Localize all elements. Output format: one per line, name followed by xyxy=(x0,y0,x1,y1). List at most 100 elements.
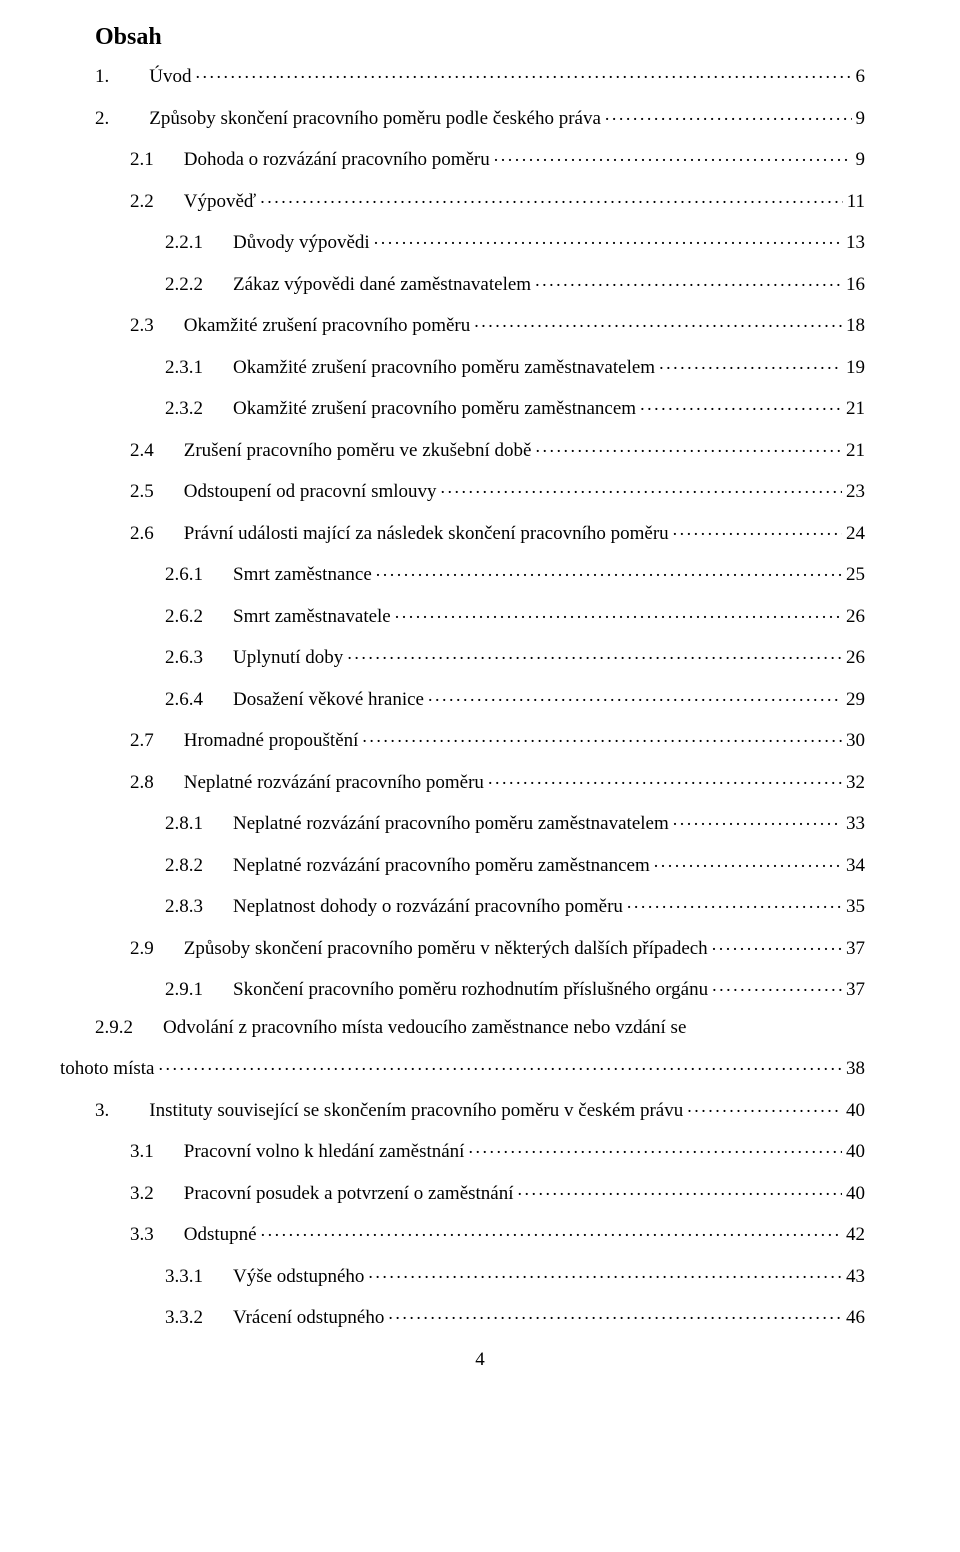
toc-entry: 2.9.1Skončení pracovního poměru rozhodnu… xyxy=(95,976,865,999)
table-of-contents: 1. Úvod 6 2. Způsoby skončení pracovního pom… xyxy=(95,63,865,1327)
toc-entry-page: 26 xyxy=(846,607,865,626)
toc-entry: 2.8.2 Neplatné rozvázání pracovního poměr… xyxy=(95,852,865,875)
toc-entry: 2.2.1Důvody výpovědi13 xyxy=(95,229,865,252)
toc-entry: 2.8Neplatné rozvázání pracovního poměru3… xyxy=(95,769,865,792)
toc-entry-page: 16 xyxy=(846,275,865,294)
toc-entry-number: 2.3 xyxy=(130,316,154,335)
toc-entry: 2.2Výpověď11 xyxy=(95,188,865,211)
toc-leader xyxy=(441,478,842,497)
toc-entry-number: 2.6.1 xyxy=(165,565,203,584)
toc-entry-title: Zrušení pracovního poměru ve zkušební do… xyxy=(184,441,532,460)
toc-entry-number: 2.3.1 xyxy=(165,358,203,377)
toc-entry: 2.6.3Uplynutí doby26 xyxy=(95,644,865,667)
toc-leader xyxy=(712,935,842,954)
toc-entry-page: 24 xyxy=(846,524,865,543)
toc-entry: 3.2 Pracovní posudek a potvrzení o zaměst… xyxy=(95,1180,865,1203)
toc-entry-number: 2.5 xyxy=(130,482,154,501)
toc-entry-page: 21 xyxy=(846,399,865,418)
toc-entry-page: 26 xyxy=(846,648,865,667)
toc-entry-title: Neplatné rozvázání pracovního poměru xyxy=(184,773,484,792)
toc-leader xyxy=(374,229,842,248)
toc-entry: 2.6 Právní události mající za následek sk… xyxy=(95,520,865,543)
toc-entry: 3.1Pracovní volno k hledání zaměstnání40 xyxy=(95,1138,865,1161)
toc-entry: 2.3.2 Okamžité zrušení pracovního poměru … xyxy=(95,395,865,418)
toc-entry-number: 1. xyxy=(95,67,109,86)
toc-entry-title: Způsoby skončení pracovního poměru podle… xyxy=(149,109,601,128)
toc-entry-number: 2.6 xyxy=(130,524,154,543)
toc-entry-number: 2.8.3 xyxy=(165,897,203,916)
toc-entry-page: 33 xyxy=(846,814,865,833)
toc-leader xyxy=(468,1138,842,1157)
toc-entry: 2.9Způsoby skončení pracovního poměru v … xyxy=(95,935,865,958)
toc-leader xyxy=(687,1097,842,1116)
toc-entry-number: 2.8.2 xyxy=(165,856,203,875)
toc-entry-number: 3.3 xyxy=(130,1225,154,1244)
toc-entry-number: 2.1 xyxy=(130,150,154,169)
toc-entry: 1. Úvod 6 xyxy=(95,63,865,86)
toc-entry-number: 2.2.1 xyxy=(165,233,203,252)
toc-entry-page: 18 xyxy=(846,316,865,335)
toc-entry: 3.3.2Vrácení odstupného46 xyxy=(95,1304,865,1327)
toc-entry: 3.3Odstupné42 xyxy=(95,1221,865,1244)
toc-entry-number: 2.6.3 xyxy=(165,648,203,667)
toc-entry-page: 29 xyxy=(846,690,865,709)
toc-entry: 3.3.1Výše odstupného43 xyxy=(95,1263,865,1286)
toc-entry-number: 2.2 xyxy=(130,192,154,211)
toc-entry-number: 3.1 xyxy=(130,1142,154,1161)
toc-entry-number: 2.6.4 xyxy=(165,690,203,709)
toc-entry-title: Neplatné rozvázání pracovního poměru zam… xyxy=(233,814,669,833)
toc-entry: 2.1Dohoda o rozvázání pracovního poměru9 xyxy=(95,146,865,169)
toc-entry-title: Smrt zaměstnavatele xyxy=(233,607,391,626)
toc-leader xyxy=(261,1221,842,1240)
toc-entry-title: Skončení pracovního poměru rozhodnutím p… xyxy=(233,980,708,999)
toc-leader xyxy=(395,603,842,622)
toc-entry-title: Neplatnost dohody o rozvázání pracovního… xyxy=(233,897,623,916)
document-page: Obsah 1. Úvod 6 2. Způsoby skončení pracovní… xyxy=(0,0,960,1411)
toc-entry-title: Neplatné rozvázání pracovního poměru zam… xyxy=(233,856,650,875)
toc-entry-page: 32 xyxy=(846,773,865,792)
toc-leader xyxy=(158,1055,842,1074)
toc-entry-title: Odvolání z pracovního místa vedoucího za… xyxy=(163,1018,686,1037)
toc-entry-title: Odstoupení od pracovní smlouvy xyxy=(184,482,437,501)
toc-entry-number: 3.3.2 xyxy=(165,1308,203,1327)
toc-leader xyxy=(428,686,842,705)
toc-leader xyxy=(712,976,842,995)
toc-leader xyxy=(368,1263,842,1282)
toc-entry-title: Okamžité zrušení pracovního poměru xyxy=(184,316,470,335)
toc-entry-title-cont: tohoto místa xyxy=(60,1059,154,1078)
toc-heading: Obsah xyxy=(95,24,865,51)
toc-entry: 2.2.2Zákaz výpovědi dané zaměstnavatelem… xyxy=(95,271,865,294)
toc-entry: 2.3.1 Okamžité zrušení pracovního poměru … xyxy=(95,354,865,377)
toc-entry-number: 2.6.2 xyxy=(165,607,203,626)
toc-leader xyxy=(605,105,852,124)
toc-leader xyxy=(376,561,842,580)
toc-entry-page: 6 xyxy=(856,67,866,86)
toc-entry-title: Úvod xyxy=(149,67,191,86)
toc-entry-title: Pracovní posudek a potvrzení o zaměstnán… xyxy=(184,1184,514,1203)
toc-entry-title: Instituty související se skončením praco… xyxy=(149,1101,683,1120)
toc-entry-number: 2.7 xyxy=(130,731,154,750)
toc-entry-page: 11 xyxy=(847,192,865,211)
toc-entry-page: 37 xyxy=(846,939,865,958)
toc-entry-page: 37 xyxy=(846,980,865,999)
toc-leader xyxy=(627,893,842,912)
toc-entry-page: 38 xyxy=(846,1059,865,1078)
toc-entry-number: 3.2 xyxy=(130,1184,154,1203)
toc-entry-number: 3.3.1 xyxy=(165,1267,203,1286)
toc-entry: 2.7Hromadné propouštění30 xyxy=(95,727,865,750)
toc-entry-title: Okamžité zrušení pracovního poměru zaměs… xyxy=(233,399,636,418)
toc-leader xyxy=(195,63,851,82)
toc-entry-page: 21 xyxy=(846,441,865,460)
toc-leader xyxy=(659,354,842,373)
toc-entry-page: 23 xyxy=(846,482,865,501)
toc-entry-title: Důvody výpovědi xyxy=(233,233,370,252)
toc-leader xyxy=(673,810,842,829)
toc-entry-title: Okamžité zrušení pracovního poměru zaměs… xyxy=(233,358,655,377)
toc-entry: 2.8.1Neplatné rozvázání pracovního poměr… xyxy=(95,810,865,833)
toc-entry: 2.6.4Dosažení věkové hranice29 xyxy=(95,686,865,709)
toc-entry-title: Hromadné propouštění xyxy=(184,731,359,750)
toc-entry-page: 35 xyxy=(846,897,865,916)
toc-entry-number: 2.3.2 xyxy=(165,399,203,418)
toc-entry-title: Právní události mající za následek skonč… xyxy=(184,524,669,543)
toc-entry-number: 2. xyxy=(95,109,109,128)
